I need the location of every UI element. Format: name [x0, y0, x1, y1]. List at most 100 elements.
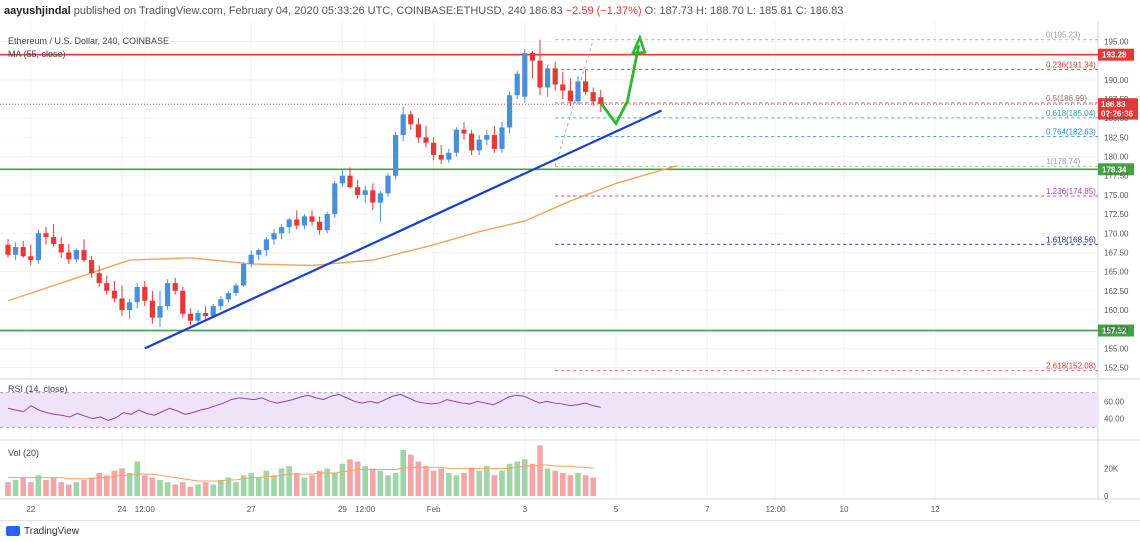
price-tick-label: 167.50 — [1104, 248, 1129, 257]
volume-bar — [271, 475, 277, 496]
fib-label: 1.236(174.85) — [1046, 187, 1096, 196]
time-tick-label: 12 — [931, 505, 940, 514]
volume-bar — [35, 475, 42, 496]
candle-body — [370, 190, 376, 203]
candle-body — [104, 283, 110, 291]
volume-bar — [195, 484, 201, 496]
ohlc-text: O: 187.73 H: 188.70 L: 185.81 C: 186.83 — [644, 5, 844, 17]
volume-pane: 20K 0 — [5, 445, 1119, 501]
volume-bar — [590, 477, 596, 496]
volume-bar — [66, 484, 72, 496]
volume-bar — [537, 445, 543, 496]
candle-body — [400, 114, 406, 136]
volume-bar — [164, 482, 171, 496]
publish-header: aayushjindal published on TradingView.co… — [0, 0, 1140, 23]
candle-body — [149, 300, 155, 318]
rsi-legend: RSI (14, close) — [8, 384, 68, 394]
candle-body — [195, 313, 201, 321]
candle-body — [225, 293, 231, 300]
volume-bar — [461, 473, 467, 496]
volume-bar — [81, 479, 87, 496]
candle-body — [529, 53, 535, 61]
volume-bar — [316, 470, 323, 496]
candle-body — [476, 139, 482, 151]
volume-bar — [286, 466, 292, 496]
volume-bar — [20, 477, 26, 496]
volume-bar — [88, 477, 95, 496]
level-tag — [1098, 163, 1134, 176]
volume-bar — [202, 482, 209, 496]
candle-body — [431, 142, 437, 156]
vol-legend: Vol (20) — [8, 448, 40, 458]
candle-body — [96, 273, 102, 284]
candle-body — [13, 247, 19, 255]
candle-body — [453, 129, 459, 153]
price-tick-label: 152.50 — [1104, 363, 1129, 372]
candle-body — [157, 306, 163, 318]
price-tick-label: 177.50 — [1104, 172, 1129, 181]
volume-bar — [362, 466, 368, 496]
price-tick-label: 190.00 — [1104, 76, 1129, 85]
volume-bar — [149, 477, 156, 496]
candle-body — [393, 135, 399, 176]
volume-bar — [575, 473, 581, 496]
volume-bar — [567, 475, 574, 496]
volume-bar — [370, 468, 376, 496]
volume-bar — [332, 473, 338, 496]
candle-body — [210, 306, 216, 317]
candle-body — [552, 68, 558, 85]
price-axis: 195.00 190.00 187.50 185.00 182.50 180.00 177.… — [1104, 38, 1129, 373]
price-tick-label: 172.50 — [1104, 210, 1129, 219]
volume-bar — [301, 477, 308, 496]
volume-bar — [400, 450, 406, 496]
volume-bar — [233, 482, 239, 496]
candle-body — [256, 250, 262, 255]
candle-body — [89, 260, 95, 274]
volume-bar — [522, 459, 528, 496]
candle-body — [598, 97, 604, 105]
time-tick-label: 5 — [614, 505, 619, 514]
candle-body — [385, 175, 391, 194]
chart-title: Ethereum / U.S. Dollar, 240, COINBASE — [8, 36, 170, 46]
candle-body — [309, 216, 315, 222]
candle-body — [233, 285, 239, 294]
candle-body — [51, 237, 57, 245]
volume-bar — [256, 477, 262, 496]
candle-body — [324, 214, 330, 231]
fib-label: 1.618(168.56) — [1046, 235, 1096, 244]
fib-label: 2.618(152.08) — [1046, 362, 1096, 371]
time-tick-label: 7 — [705, 505, 710, 514]
price-tick-label: 157.50 — [1104, 325, 1129, 334]
price-tag — [1098, 98, 1138, 111]
volume-bar — [119, 468, 125, 496]
tradingview-logo-icon — [6, 526, 20, 537]
rsi-line — [7, 393, 601, 421]
candle-body — [142, 286, 148, 301]
volume-bar — [430, 470, 437, 496]
price-change: −2.59 (−1.37%) — [565, 5, 642, 17]
volume-bar — [499, 470, 505, 496]
volume-bar — [294, 473, 300, 496]
fib-diagonal — [554, 39, 594, 167]
candle-body — [317, 221, 323, 231]
volume-bar — [476, 470, 482, 496]
candle-body — [187, 313, 193, 321]
level-tag — [1098, 48, 1134, 61]
price-tag — [1098, 107, 1138, 120]
candle-body — [73, 250, 79, 260]
price-tick-label: 170.00 — [1104, 229, 1129, 238]
price-chart[interactable]: 20K 0 60.00 40.00 193.28 178.34 157.32 0(195… — [0, 22, 1140, 520]
volume-bar — [552, 470, 558, 496]
volume-bar — [491, 475, 498, 496]
moving-average — [7, 165, 677, 302]
candle-body — [66, 252, 72, 260]
volume-tick-label: 20K — [1104, 464, 1119, 473]
time-tick-label: 12:00 — [355, 505, 376, 514]
candle-body — [241, 263, 247, 286]
price-tag-label: 186.83 — [1101, 100, 1126, 109]
price-tick-label: 155.00 — [1104, 344, 1129, 353]
volume-bar — [278, 468, 285, 496]
volume-bar — [104, 475, 110, 496]
volume-bar — [438, 468, 444, 496]
tradingview-brand[interactable]: TradingView — [6, 521, 79, 542]
